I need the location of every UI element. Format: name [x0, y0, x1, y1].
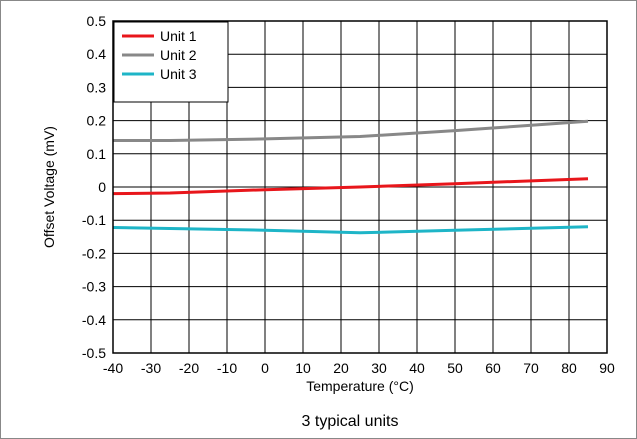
x-tick-label: -30 [141, 360, 161, 376]
x-tick-label: 20 [333, 360, 349, 376]
x-tick-label: -20 [179, 360, 199, 376]
x-tick-label: 50 [447, 360, 463, 376]
y-tick-label: 0.4 [87, 46, 107, 62]
x-tick-label: -10 [217, 360, 237, 376]
y-tick-label: 0 [98, 179, 106, 195]
legend-label: Unit 3 [160, 66, 197, 82]
series-line-unit-1 [113, 179, 588, 194]
x-tick-label: 60 [485, 360, 501, 376]
x-tick-label: 90 [599, 360, 615, 376]
legend-label: Unit 2 [160, 47, 197, 63]
x-tick-label: 0 [261, 360, 269, 376]
y-tick-label: -0.3 [82, 279, 106, 295]
x-axis-label: Temperature (°C) [306, 378, 414, 394]
legend-label: Unit 1 [160, 28, 197, 44]
x-tick-label: 10 [295, 360, 311, 376]
y-tick-label: -0.1 [82, 212, 106, 228]
x-tick-label: 70 [523, 360, 539, 376]
x-tick-label: 80 [561, 360, 577, 376]
y-axis-label: Offset Voltage (mV) [41, 126, 57, 248]
legend: Unit 1 Unit 2 Unit 3 [114, 22, 228, 102]
y-axis-ticks: -0.5 -0.4 -0.3 -0.2 -0.1 0 0.1 0.2 0.3 0.4 0.5 [82, 13, 106, 361]
y-tick-label: 0.3 [87, 79, 107, 95]
y-tick-label: -0.4 [82, 312, 106, 328]
x-tick-label: -40 [103, 360, 123, 376]
x-tick-label: 30 [371, 360, 387, 376]
y-tick-label: 0.5 [87, 13, 107, 29]
series-lines [113, 121, 588, 233]
chart-caption: 3 typical units [302, 413, 399, 430]
x-tick-label: 40 [409, 360, 425, 376]
series-line-unit-3 [113, 227, 588, 233]
y-tick-label: 0.1 [87, 146, 107, 162]
y-tick-label: -0.2 [82, 245, 106, 261]
x-axis-ticks: -40 -30 -20 -10 0 10 20 30 40 50 60 70 80 90 [103, 360, 615, 376]
y-tick-label: -0.5 [82, 345, 106, 361]
legend-items: Unit 1 Unit 2 Unit 3 [122, 28, 197, 82]
y-tick-label: 0.2 [87, 113, 107, 129]
series-line-unit-2 [113, 121, 588, 140]
